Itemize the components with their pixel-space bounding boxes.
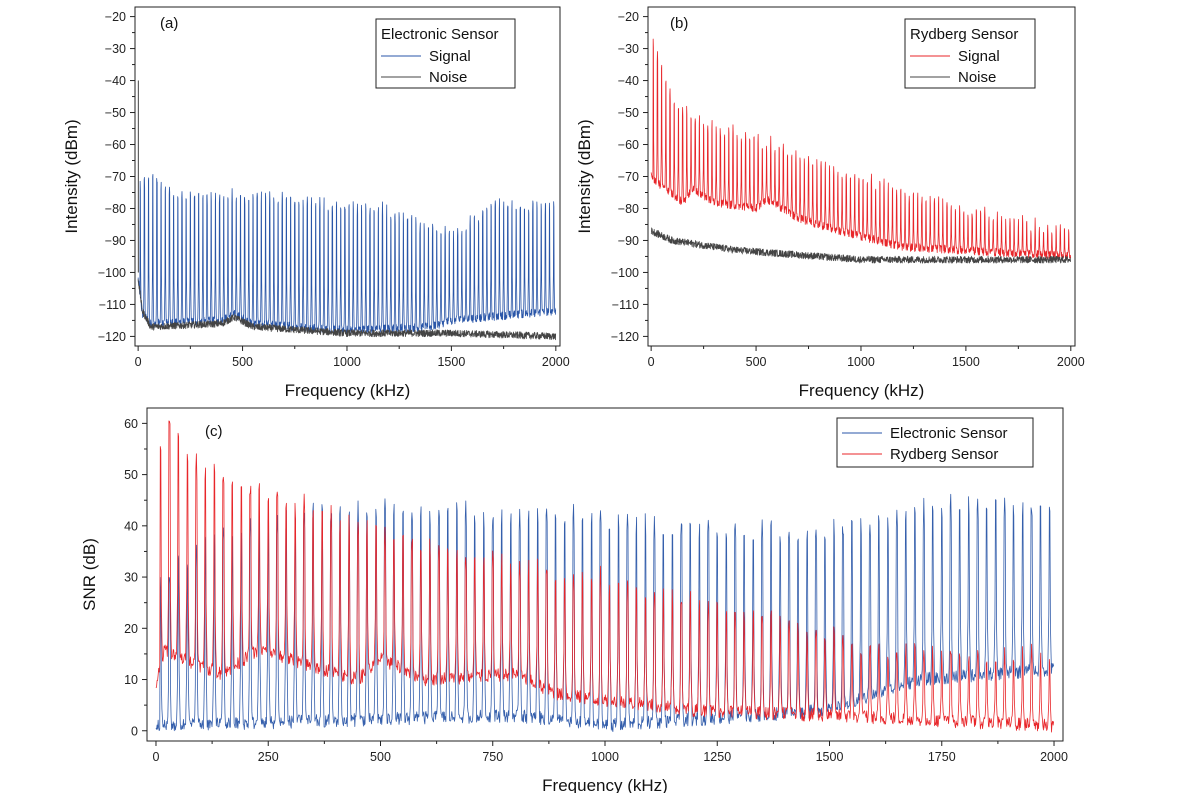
legend-entry: Noise — [429, 69, 467, 86]
x-axis-label: Frequency (kHz) — [285, 381, 411, 400]
panel-tag: (a) — [160, 15, 178, 32]
y-tick-label: 40 — [124, 519, 138, 533]
y-axis-label: Intensity (dBm) — [575, 119, 594, 233]
x-tick-label: 1750 — [928, 750, 956, 764]
legend-entry: Signal — [429, 48, 471, 65]
y-axis-label: Intensity (dBm) — [62, 119, 81, 233]
x-tick-label: 2000 — [1057, 355, 1085, 369]
legend-a: Electronic Sensor Signal Noise — [375, 18, 516, 89]
plot-area-a — [137, 80, 557, 341]
panel-tag: (b) — [670, 15, 688, 32]
y-tick-label: 10 — [124, 673, 138, 687]
x-tick-label: 1500 — [437, 355, 465, 369]
legend-b: Rydberg Sensor Signal Noise — [904, 18, 1036, 89]
y-tick-label: −50 — [105, 106, 126, 120]
y-tick-label: −40 — [105, 74, 126, 88]
series-c-rydberg-sensor — [155, 420, 1055, 733]
y-tick-label: −90 — [618, 234, 639, 248]
y-tick-label: −80 — [618, 202, 639, 216]
series-c-electronic-sensor — [155, 493, 1055, 733]
x-tick-label: 0 — [153, 750, 160, 764]
y-axis-label: SNR (dB) — [80, 538, 99, 611]
series-b-noise — [650, 227, 1072, 264]
y-tick-label: 30 — [124, 571, 138, 585]
y-tick-label: −60 — [618, 138, 639, 152]
y-tick-label: −80 — [105, 202, 126, 216]
y-tick-label: −20 — [618, 10, 639, 24]
x-tick-label: 1500 — [816, 750, 844, 764]
y-tick-label: −100 — [98, 266, 126, 280]
x-tick-label: 2000 — [542, 355, 570, 369]
y-tick-label: −30 — [105, 42, 126, 56]
panel-tag: (c) — [205, 423, 223, 440]
x-tick-label: 1500 — [952, 355, 980, 369]
y-tick-label: 50 — [124, 468, 138, 482]
x-axis-label: Frequency (kHz) — [542, 776, 668, 793]
y-tick-label: −120 — [98, 330, 126, 344]
legend-box — [836, 417, 1034, 468]
x-tick-label: 1000 — [333, 355, 361, 369]
plot-area-b — [650, 38, 1072, 264]
legend-title: Rydberg Sensor — [910, 26, 1018, 43]
series-a-signal — [137, 174, 557, 335]
legend-entry: Signal — [958, 48, 1000, 65]
y-tick-label: −110 — [99, 298, 126, 312]
y-tick-label: −30 — [618, 42, 639, 56]
y-tick-label: 20 — [124, 622, 138, 636]
y-tick-label: −100 — [611, 266, 639, 280]
plot-area-c — [155, 420, 1055, 733]
panel-a: 0 500 1000 1500 2000 −20 −30 −40 −50 −60 −70 −80 −90… — [62, 6, 570, 400]
x-tick-label: 500 — [370, 750, 391, 764]
x-tick-label: 250 — [258, 750, 279, 764]
x-tick-label: 500 — [232, 355, 253, 369]
series-a-noise — [137, 279, 557, 341]
x-tick-label: 1000 — [847, 355, 875, 369]
y-tick-label: −70 — [105, 170, 126, 184]
panel-c: 0 250 500 750 1000 1250 1500 1750 2000 0 10 20 30 40 5… — [80, 407, 1068, 793]
series-b-signal — [650, 38, 1072, 261]
x-axis-label: Frequency (kHz) — [799, 381, 925, 400]
y-tick-label: −110 — [612, 298, 639, 312]
y-tick-label: −120 — [611, 330, 639, 344]
x-tick-label: 1000 — [591, 750, 619, 764]
x-tick-label: 0 — [135, 355, 142, 369]
legend-c: Electronic Sensor Rydberg Sensor — [836, 417, 1034, 468]
x-tick-label: 750 — [482, 750, 503, 764]
x-tick-label: 2000 — [1040, 750, 1068, 764]
x-tick-label: 500 — [746, 355, 767, 369]
legend-entry: Noise — [958, 69, 996, 86]
y-tick-label: 60 — [124, 417, 138, 431]
y-tick-label: −40 — [618, 74, 639, 88]
y-tick-label: −50 — [618, 106, 639, 120]
legend-entry: Electronic Sensor — [890, 425, 1008, 442]
legend-entry: Rydberg Sensor — [890, 446, 998, 463]
y-tick-label: −20 — [105, 10, 126, 24]
panel-b: 0 500 1000 1500 2000 −20 −30 −40 −50 −60 −70 −80 −90… — [575, 6, 1085, 400]
y-tick-label: −60 — [105, 138, 126, 152]
x-tick-label: 1250 — [703, 750, 731, 764]
y-tick-label: −70 — [618, 170, 639, 184]
legend-title: Electronic Sensor — [381, 26, 499, 43]
x-tick-label: 0 — [648, 355, 655, 369]
y-tick-label: 0 — [131, 724, 138, 738]
y-tick-label: −90 — [105, 234, 126, 248]
